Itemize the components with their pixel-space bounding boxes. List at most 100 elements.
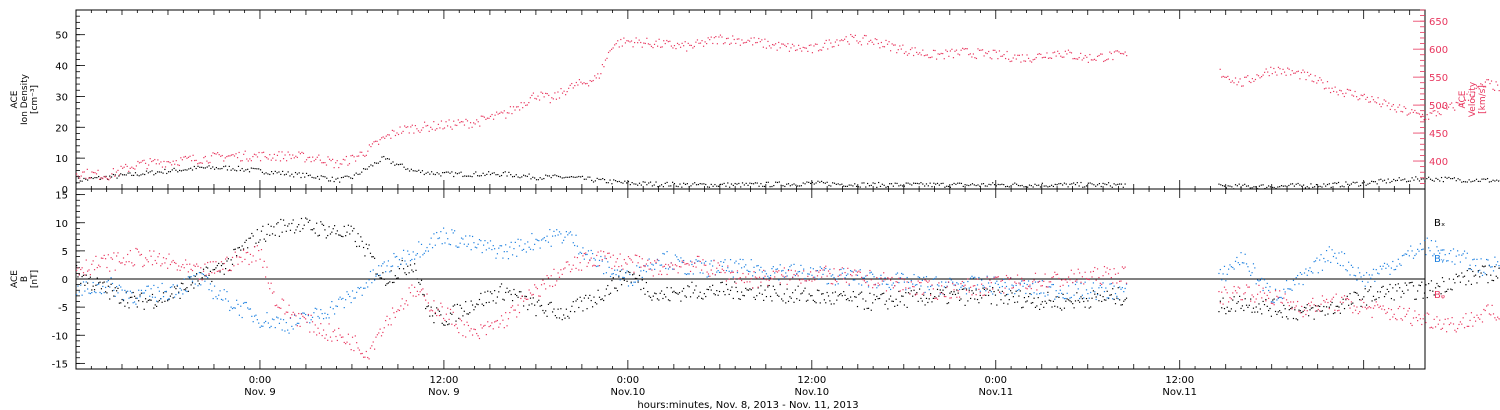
bz-series-point <box>811 280 813 282</box>
bz-series-point <box>175 262 177 265</box>
bz-series-point <box>667 264 670 266</box>
velocity-series-point <box>374 140 377 142</box>
by-series-point <box>222 299 224 301</box>
by-series-point <box>113 289 115 291</box>
density-series-point <box>160 171 162 173</box>
bx-series-point <box>347 224 349 226</box>
bz-series-point <box>665 263 667 265</box>
density-series-point <box>1308 187 1310 189</box>
bx-series-point <box>230 259 232 261</box>
bx-series-point <box>731 286 733 288</box>
bx-series-point <box>1327 313 1329 315</box>
bx-series-point <box>654 292 656 294</box>
by-series-point <box>127 290 129 292</box>
bx-series-point <box>691 281 693 283</box>
density-series-point <box>447 171 449 173</box>
by-series-point <box>354 297 356 299</box>
by-series-point <box>302 312 304 314</box>
velocity-series-point <box>282 158 285 160</box>
bx-series-point <box>727 288 729 291</box>
by-series-point <box>1279 296 1281 299</box>
by-series-point <box>269 327 271 329</box>
bx-series-point <box>622 277 624 279</box>
by-series-point <box>785 272 787 274</box>
bz-series-point <box>481 327 483 329</box>
velocity-series-point <box>548 94 550 97</box>
by-series-point <box>892 282 894 284</box>
density-series-point <box>1293 185 1295 187</box>
density-series-point <box>686 183 688 185</box>
field-y-tick-label: 5 <box>62 247 68 258</box>
by-series-point <box>990 291 992 293</box>
bz-series-point <box>560 269 562 271</box>
density-series-point <box>486 173 488 175</box>
by-series-point <box>494 248 496 250</box>
bz-series-point <box>758 276 761 278</box>
by-series-point <box>938 285 940 287</box>
density-series-point <box>396 163 398 165</box>
density-series-point <box>467 175 470 177</box>
density-series-point <box>287 171 289 173</box>
velocity-series-point <box>137 160 139 163</box>
bz-series-point <box>212 261 214 263</box>
by-series-point <box>368 279 370 281</box>
by-series-point <box>1244 253 1246 255</box>
density-series-point <box>436 172 438 174</box>
bx-series-point <box>1312 307 1314 309</box>
velocity-series-point <box>704 41 706 43</box>
bx-series-point <box>161 301 163 303</box>
bz-series-point <box>615 261 617 263</box>
density-series-point <box>372 165 374 167</box>
by-series-point <box>1375 269 1377 271</box>
bz-series-point <box>551 285 554 288</box>
bx-series-point <box>1106 290 1108 292</box>
velocity-series-point <box>991 58 993 60</box>
bx-series-point <box>1094 293 1096 295</box>
by-series-point <box>936 284 939 286</box>
density-series-point <box>1479 180 1481 183</box>
by-series-point <box>594 259 596 261</box>
by-series-point <box>1354 275 1357 277</box>
x-tick-time-label: 0:00 <box>249 375 271 386</box>
by-series-point <box>133 301 136 303</box>
density-series-point <box>1431 179 1433 181</box>
by-series-point <box>480 240 482 242</box>
density-series-point <box>1464 181 1467 183</box>
by-series-point <box>1030 293 1032 296</box>
density-series-point <box>368 166 370 168</box>
bx-series-point <box>685 296 688 298</box>
velocity-series-point <box>595 77 597 79</box>
bz-series-point <box>832 283 834 285</box>
by-series-point <box>863 277 865 279</box>
density-series-point <box>94 176 96 179</box>
velocity-series-point <box>390 137 392 139</box>
by-series-point <box>689 260 692 262</box>
velocity-series-point <box>954 50 956 52</box>
density-series-point <box>1039 186 1042 188</box>
bx-series-point <box>289 229 292 231</box>
velocity-series-point <box>733 38 735 41</box>
by-series-point <box>634 281 636 283</box>
bx-series-point <box>666 286 668 289</box>
bx-series-point <box>687 285 689 287</box>
velocity-series-point <box>1044 56 1047 58</box>
by-series-point <box>213 285 216 287</box>
field-y-label-line: ACE <box>10 270 20 288</box>
by-series-point <box>1059 289 1061 291</box>
bx-series-point <box>328 226 330 228</box>
density-series-point <box>947 185 950 188</box>
density-series-point <box>841 183 843 185</box>
bx-series-point <box>1332 312 1335 315</box>
velocity-series-point <box>339 163 341 165</box>
velocity-series-point <box>1081 59 1083 61</box>
bz-series-point <box>805 280 808 282</box>
bx-series-point <box>918 288 921 290</box>
density-series-point <box>316 175 319 178</box>
bz-series-point <box>387 324 390 326</box>
bx-series-point <box>943 294 946 296</box>
bx-series-point <box>88 278 90 280</box>
velocity-series-point <box>770 47 772 49</box>
density-series-point <box>925 183 928 185</box>
density-series-point <box>552 174 554 177</box>
bz-series-point <box>284 313 286 315</box>
